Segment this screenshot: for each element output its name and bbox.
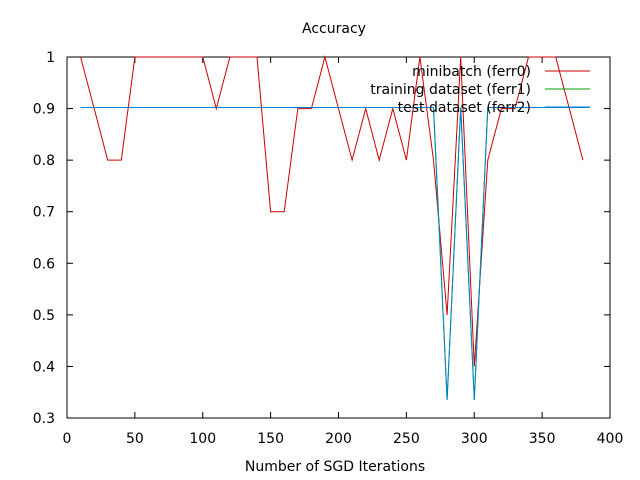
x-tick-label: 300 — [461, 431, 488, 447]
legend: minibatch (ferr0) training dataset (ferr1… — [370, 64, 590, 116]
y-tick-label: 0.9 — [33, 102, 55, 118]
x-tick-label: 400 — [597, 431, 624, 447]
legend-label: test dataset (ferr2) — [398, 100, 531, 116]
series-line-3 — [80, 107, 590, 400]
x-tick-label: 150 — [257, 431, 284, 447]
legend-label: training dataset (ferr1) — [370, 82, 531, 98]
x-tick-label: 350 — [529, 431, 556, 447]
y-tick-label: 1 — [46, 50, 55, 66]
x-tick-label: 0 — [63, 431, 72, 447]
y-tick-label: 0.8 — [33, 153, 55, 169]
series-line-1 — [80, 55, 584, 367]
x-tick-label: 50 — [126, 431, 144, 447]
series-line-2 — [80, 107, 590, 400]
y-tick-label: 0.6 — [33, 256, 55, 272]
y-tick-label: 0.3 — [33, 411, 55, 427]
legend-label: minibatch (ferr0) — [412, 64, 531, 80]
series-lines — [80, 55, 590, 400]
chart-title: Accuracy — [302, 21, 366, 37]
axis-ticks: 0 50 100 150 200 250 300 350 400 0.3 0.4 0.5 0.6 0.7 0… — [33, 50, 624, 447]
x-tick-label: 100 — [189, 431, 216, 447]
y-tick-label: 0.5 — [33, 308, 55, 324]
y-tick-label: 0.4 — [33, 359, 55, 375]
x-tick-label: 200 — [325, 431, 352, 447]
x-axis-label: Number of SGD Iterations — [245, 459, 425, 475]
y-tick-label: 0.7 — [33, 205, 55, 221]
x-tick-label: 250 — [393, 431, 420, 447]
